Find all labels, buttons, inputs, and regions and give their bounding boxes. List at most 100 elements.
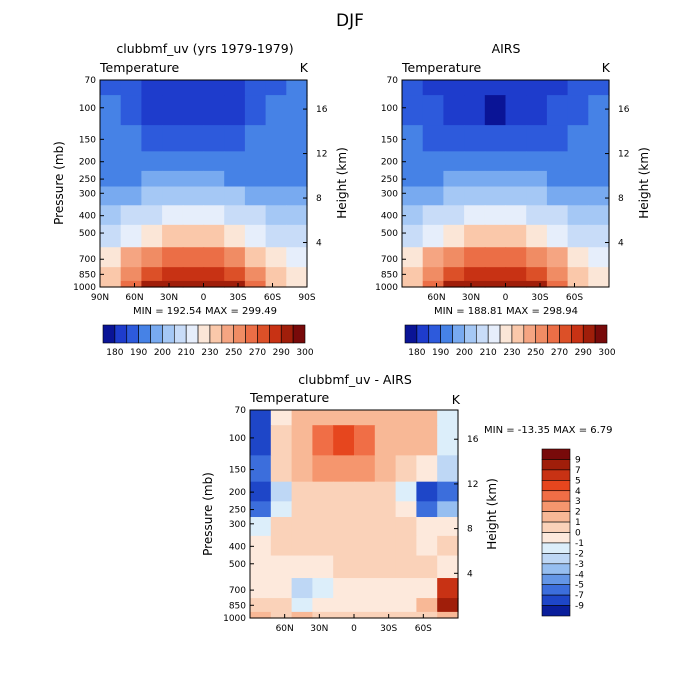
min-max-stats: MIN = 192.54 MAX = 299.49 <box>133 306 277 317</box>
heatmap-cell <box>312 578 334 599</box>
heatmap-cell <box>546 186 569 206</box>
latitude-axis: 60N 30N 0 30S 60S <box>276 614 432 634</box>
heatmap-cell <box>464 95 486 126</box>
heatmap-cell <box>526 205 548 226</box>
heatmap-cell <box>120 224 142 248</box>
colorbar: 180 190 200 210 230 250 270 290 300 <box>404 324 616 358</box>
colorbar-label: 190 <box>130 348 147 358</box>
colorbar-swatch <box>114 324 128 344</box>
x-tick-label: 30N <box>462 293 480 303</box>
y-tick-label: 400 <box>381 212 398 222</box>
heatmap-cell <box>244 125 267 152</box>
heatmap-cell <box>162 205 184 226</box>
colorbar-swatch <box>499 324 513 344</box>
heatmap-cell <box>395 578 417 599</box>
heatmap-cell <box>120 186 142 206</box>
heatmap-cell <box>203 151 225 172</box>
colorbar-swatch <box>269 324 282 344</box>
y-tick-label: 400 <box>229 542 246 552</box>
heatmap-cell <box>270 455 293 483</box>
heatmap-cell <box>567 125 589 152</box>
colorbar-swatch <box>547 324 560 344</box>
heatmap-cell <box>182 186 205 206</box>
heatmap-cell <box>354 501 376 518</box>
colorbar-swatch <box>233 324 246 344</box>
heatmap-cells <box>402 80 610 288</box>
heatmap-cell <box>546 80 569 96</box>
heatmap-cell <box>270 535 293 557</box>
x-tick-label: 30N <box>310 624 328 634</box>
heatmap-cell <box>312 455 334 483</box>
heatmap-cell <box>402 247 424 268</box>
heatmap-cell <box>333 535 355 557</box>
heatmap-cell <box>203 205 225 226</box>
heatmap-cell <box>182 247 205 268</box>
heatmap-cell <box>312 425 334 456</box>
heatmap-cell <box>244 247 267 268</box>
heatmap-cell <box>224 247 246 268</box>
heatmap-cell <box>505 205 527 226</box>
y-tick-label: 1000 <box>73 283 96 293</box>
heatmap-cell <box>162 224 184 248</box>
heatmap-cell <box>265 267 287 282</box>
colorbar-swatch <box>541 563 571 575</box>
heatmap-cell <box>395 425 417 456</box>
heatmap-cell <box>374 578 397 599</box>
heatmap-cell <box>484 125 507 152</box>
y-right-tick-label: 16 <box>316 105 328 115</box>
heatmap-cell <box>312 555 334 579</box>
heatmap-cell <box>437 501 459 518</box>
colorbar-swatch <box>150 324 163 344</box>
heatmap-cell <box>120 95 142 126</box>
heatmap-cell <box>182 80 205 96</box>
heatmap-cell <box>443 205 465 226</box>
heatmap-cell <box>402 125 424 152</box>
colorbar-label: 290 <box>575 348 592 358</box>
heatmap-cell <box>100 247 122 268</box>
colorbar-label: 190 <box>432 348 449 358</box>
heatmap-cell <box>588 280 610 288</box>
heatmap-cell <box>416 517 438 537</box>
heatmap-cell <box>402 186 424 206</box>
y-tick-label: 100 <box>381 104 398 114</box>
heatmap-cell <box>141 95 163 126</box>
heatmap-cell <box>182 224 205 248</box>
colorbar-label: 180 <box>408 348 425 358</box>
colorbar-label: -2 <box>575 549 584 559</box>
x-tick-label: 30S <box>229 293 246 303</box>
heatmap-cell <box>374 598 397 613</box>
y-tick-label: 500 <box>381 229 398 239</box>
colorbar-label: -7 <box>575 591 584 601</box>
y-tick-label: 100 <box>229 434 246 444</box>
colorbar-swatch <box>541 469 571 481</box>
pressure-axis: 70 100 150 200 250 300 400 500 700 850 1000 <box>223 406 254 624</box>
y-right-tick-label: 12 <box>316 150 327 160</box>
heatmap-cell <box>354 481 376 502</box>
heatmap-cell <box>505 247 527 268</box>
heatmap-cell <box>402 267 424 282</box>
heatmap-cell <box>333 611 355 619</box>
colorbar-label: 210 <box>480 348 497 358</box>
y-axis-label: Pressure (mb) <box>201 472 215 556</box>
heatmap-cell <box>437 555 459 579</box>
heatmap-cell <box>526 80 548 96</box>
colorbar-swatch <box>138 324 151 344</box>
colorbar-swatch <box>487 324 501 344</box>
colorbar-label: 230 <box>503 348 520 358</box>
colorbar-swatch <box>511 324 525 344</box>
heatmap-cell <box>162 247 184 268</box>
heatmap-cell <box>567 267 589 282</box>
heatmap-cell <box>395 410 417 426</box>
x-tick-label: 30N <box>160 293 178 303</box>
heatmap-cell <box>100 205 122 226</box>
heatmap-cell <box>526 247 548 268</box>
colorbar-swatch <box>541 459 571 471</box>
colorbar-label: -3 <box>575 560 584 570</box>
heatmap-cell <box>588 267 610 282</box>
x-tick-label: 60N <box>125 293 143 303</box>
colorbar-label: 3 <box>575 497 581 507</box>
heatmap-cell <box>203 186 225 206</box>
y-right-tick-label: 12 <box>618 150 629 160</box>
heatmap-cell <box>141 205 163 226</box>
heatmap-cell <box>402 280 424 288</box>
